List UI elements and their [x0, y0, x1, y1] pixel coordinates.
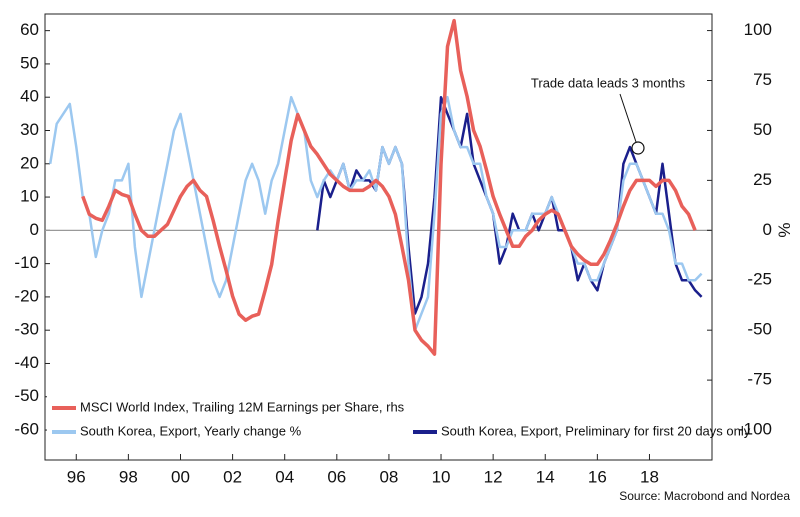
y2-tick-label: -100 [738, 420, 772, 439]
y2-tick-label: 25 [753, 170, 772, 189]
plot-frame [44, 13, 713, 461]
y-tick-label: 0 [30, 220, 39, 239]
x-tick-label: 98 [119, 467, 138, 486]
series-line [81, 18, 697, 356]
x-tick-label: 18 [640, 467, 659, 486]
x-tick-label: 96 [67, 467, 86, 486]
y-tick-label: 60 [20, 20, 39, 39]
y-tick-label: 10 [20, 187, 39, 206]
x-tick-label: 12 [484, 467, 503, 486]
y2-tick-label: -75 [747, 370, 772, 389]
annotation-arrow [619, 93, 637, 143]
y-tick-label: 20 [20, 153, 39, 172]
y2-tick-label: 50 [753, 120, 772, 139]
series-line [48, 95, 703, 332]
y-tick-label: 50 [20, 53, 39, 72]
annotation: Trade data leads 3 months [531, 75, 686, 90]
x-tick-label: 02 [223, 467, 242, 486]
x-tick-label: 00 [171, 467, 190, 486]
y2-tick-label: 75 [753, 70, 772, 89]
y-tick-label: -20 [14, 286, 39, 305]
y-tick-label: -40 [14, 353, 39, 372]
x-tick-label: 04 [275, 467, 294, 486]
y2-axis-label: % [775, 222, 794, 237]
legend-label: South Korea, Export, Preliminary for fir… [441, 423, 751, 438]
x-tick-label: 10 [432, 467, 451, 486]
annotation-circle [631, 141, 645, 155]
y-tick-label: 30 [20, 120, 39, 139]
y-tick-label: -30 [14, 320, 39, 339]
y2-tick-label: -25 [747, 270, 772, 289]
x-tick-label: 14 [536, 467, 555, 486]
series-line [316, 95, 703, 315]
x-tick-label: 08 [379, 467, 398, 486]
y2-tick-label: -50 [747, 320, 772, 339]
y2-tick-label: 0 [763, 220, 772, 239]
y-tick-label: -10 [14, 253, 39, 272]
legend-label: South Korea, Export, Yearly change % [80, 423, 302, 438]
legend-box [47, 396, 711, 444]
y-tick-label: -50 [14, 386, 39, 405]
legend-label: MSCI World Index, Trailing 12M Earnings … [80, 399, 405, 414]
x-tick-label: 06 [327, 467, 346, 486]
y2-tick-label: 100 [744, 20, 772, 39]
y-tick-label: -60 [14, 420, 39, 439]
y-tick-label: 40 [20, 87, 39, 106]
x-tick-label: 16 [588, 467, 607, 486]
source: Source: Macrobond and Nordea [619, 489, 790, 503]
